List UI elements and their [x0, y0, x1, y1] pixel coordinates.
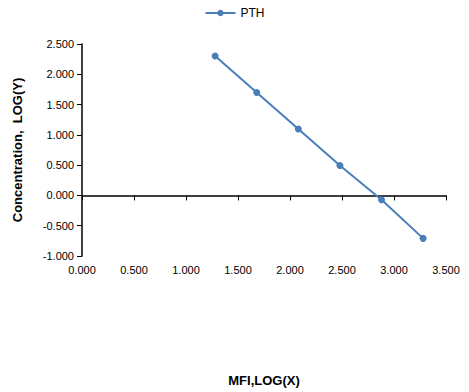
svg-text:0.500: 0.500 — [120, 264, 148, 276]
svg-text:0.500: 0.500 — [46, 159, 74, 171]
svg-text:-1.000: -1.000 — [43, 250, 74, 262]
svg-text:Concentration, LOG(Y): Concentration, LOG(Y) — [10, 78, 25, 222]
svg-text:PTH: PTH — [241, 6, 265, 20]
svg-text:-0.500: -0.500 — [43, 220, 74, 232]
svg-text:1.000: 1.000 — [172, 264, 200, 276]
svg-text:2.000: 2.000 — [276, 264, 304, 276]
svg-text:1.500: 1.500 — [46, 99, 74, 111]
svg-text:0.000: 0.000 — [46, 189, 74, 201]
svg-text:3.500: 3.500 — [432, 264, 460, 276]
svg-text:2.500: 2.500 — [328, 264, 356, 276]
svg-text:2.500: 2.500 — [46, 38, 74, 50]
svg-text:2.000: 2.000 — [46, 68, 74, 80]
svg-text:0.000: 0.000 — [68, 264, 96, 276]
svg-text:1.500: 1.500 — [224, 264, 252, 276]
svg-text:1.000: 1.000 — [46, 129, 74, 141]
svg-text:MFI,LOG(X): MFI,LOG(X) — [228, 373, 300, 388]
svg-text:3.000: 3.000 — [380, 264, 408, 276]
